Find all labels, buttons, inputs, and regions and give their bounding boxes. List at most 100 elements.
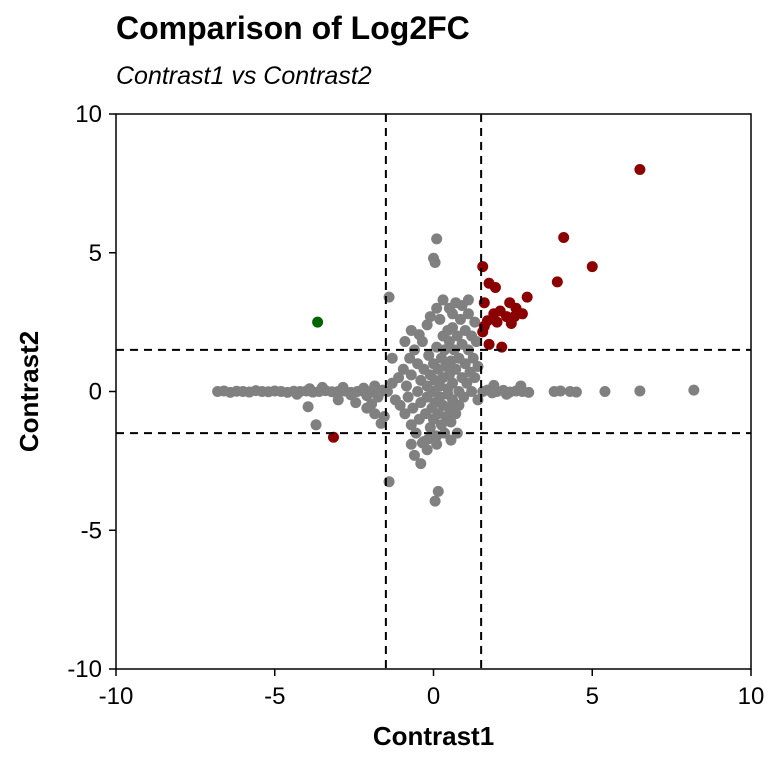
- data-point: [488, 379, 500, 391]
- data-point: [491, 316, 503, 328]
- chart-subtitle: Contrast1 vs Contrast2: [116, 62, 372, 90]
- data-point: [369, 380, 381, 392]
- data-point: [443, 336, 455, 348]
- data-point: [447, 377, 459, 389]
- data-point: [458, 391, 470, 403]
- data-point: [489, 281, 501, 293]
- x-tick-label: -10: [99, 683, 134, 710]
- data-point: [435, 419, 447, 431]
- data-point: [366, 398, 378, 410]
- data-point: [442, 324, 454, 336]
- data-point: [424, 422, 436, 434]
- data-point: [466, 386, 478, 397]
- data-point: [304, 383, 316, 395]
- data-point: [372, 391, 384, 403]
- data-point: [394, 399, 406, 411]
- data-point: [501, 388, 513, 400]
- data-point: [451, 330, 463, 342]
- x-tick-label: 10: [738, 683, 765, 710]
- threshold-lines: [116, 114, 751, 669]
- y-axis: -10 -5 0 5 10: [67, 101, 116, 683]
- data-point: [521, 291, 533, 303]
- data-point: [401, 380, 413, 392]
- data-point: [688, 384, 700, 396]
- data-point: [523, 386, 535, 398]
- y-axis-title: Contrast2: [14, 331, 44, 452]
- y-tick-label: 10: [75, 101, 102, 128]
- x-axis: -10 -5 0 5 10: [99, 669, 765, 710]
- data-point: [327, 431, 339, 443]
- data-point: [416, 437, 428, 449]
- data-point: [421, 319, 433, 331]
- x-axis-title: Contrast1: [373, 721, 494, 751]
- data-point: [445, 434, 457, 446]
- data-point: [405, 369, 417, 381]
- data-point: [423, 349, 435, 361]
- data-point: [461, 377, 473, 389]
- data-point: [450, 363, 462, 375]
- data-point: [381, 386, 393, 397]
- data-point: [431, 233, 443, 245]
- data-point: [429, 256, 441, 268]
- x-tick-label: 0: [427, 683, 440, 710]
- data-point: [431, 302, 443, 314]
- data-point: [432, 485, 444, 497]
- data-point: [405, 419, 417, 431]
- data-point: [302, 401, 314, 413]
- data-point: [447, 308, 459, 320]
- data-point: [445, 416, 457, 428]
- data-point: [483, 338, 495, 350]
- data-point: [361, 390, 373, 402]
- data-point: [558, 231, 570, 243]
- data-point: [469, 372, 481, 384]
- y-tick-label: -5: [81, 517, 102, 544]
- data-point: [515, 380, 527, 392]
- data-point: [462, 294, 474, 306]
- data-point: [599, 386, 611, 397]
- data-point: [431, 438, 443, 450]
- y-tick-label: 0: [89, 379, 102, 406]
- chart-title: Comparison of Log2FC: [116, 10, 470, 46]
- data-point: [435, 352, 447, 364]
- data-point: [586, 261, 598, 273]
- data-point: [412, 386, 424, 397]
- data-point: [407, 402, 419, 414]
- data-point: [453, 399, 465, 411]
- data-point: [399, 336, 411, 348]
- data-point: [332, 394, 344, 406]
- data-point: [454, 313, 466, 325]
- data-point: [399, 408, 411, 420]
- data-point: [477, 326, 489, 338]
- data-point: [310, 419, 322, 431]
- data-point: [555, 385, 566, 397]
- data-point: [424, 311, 436, 323]
- data-point: [450, 408, 462, 420]
- data-point: [337, 381, 349, 393]
- data-point: [434, 313, 446, 325]
- data-point: [397, 363, 409, 375]
- data-point: [505, 318, 517, 330]
- y-tick-label: 5: [89, 240, 102, 267]
- data-point: [378, 410, 390, 422]
- data-point: [316, 381, 328, 393]
- data-point: [405, 438, 417, 450]
- data-point: [415, 458, 427, 470]
- data-point: [477, 261, 489, 273]
- data-point: [634, 164, 646, 175]
- data-point: [469, 316, 481, 328]
- data-point: [634, 385, 646, 397]
- data-points: [212, 164, 700, 507]
- x-tick-label: 5: [586, 683, 599, 710]
- data-point: [470, 336, 482, 348]
- data-point: [459, 358, 471, 370]
- data-point: [462, 308, 474, 320]
- data-point: [402, 391, 414, 403]
- plot-panel-border: [115, 113, 752, 670]
- data-point: [408, 449, 420, 461]
- data-point: [291, 388, 303, 400]
- data-point: [393, 372, 405, 384]
- y-tick-label: -10: [67, 656, 102, 683]
- data-point: [551, 276, 563, 288]
- data-point: [404, 352, 416, 364]
